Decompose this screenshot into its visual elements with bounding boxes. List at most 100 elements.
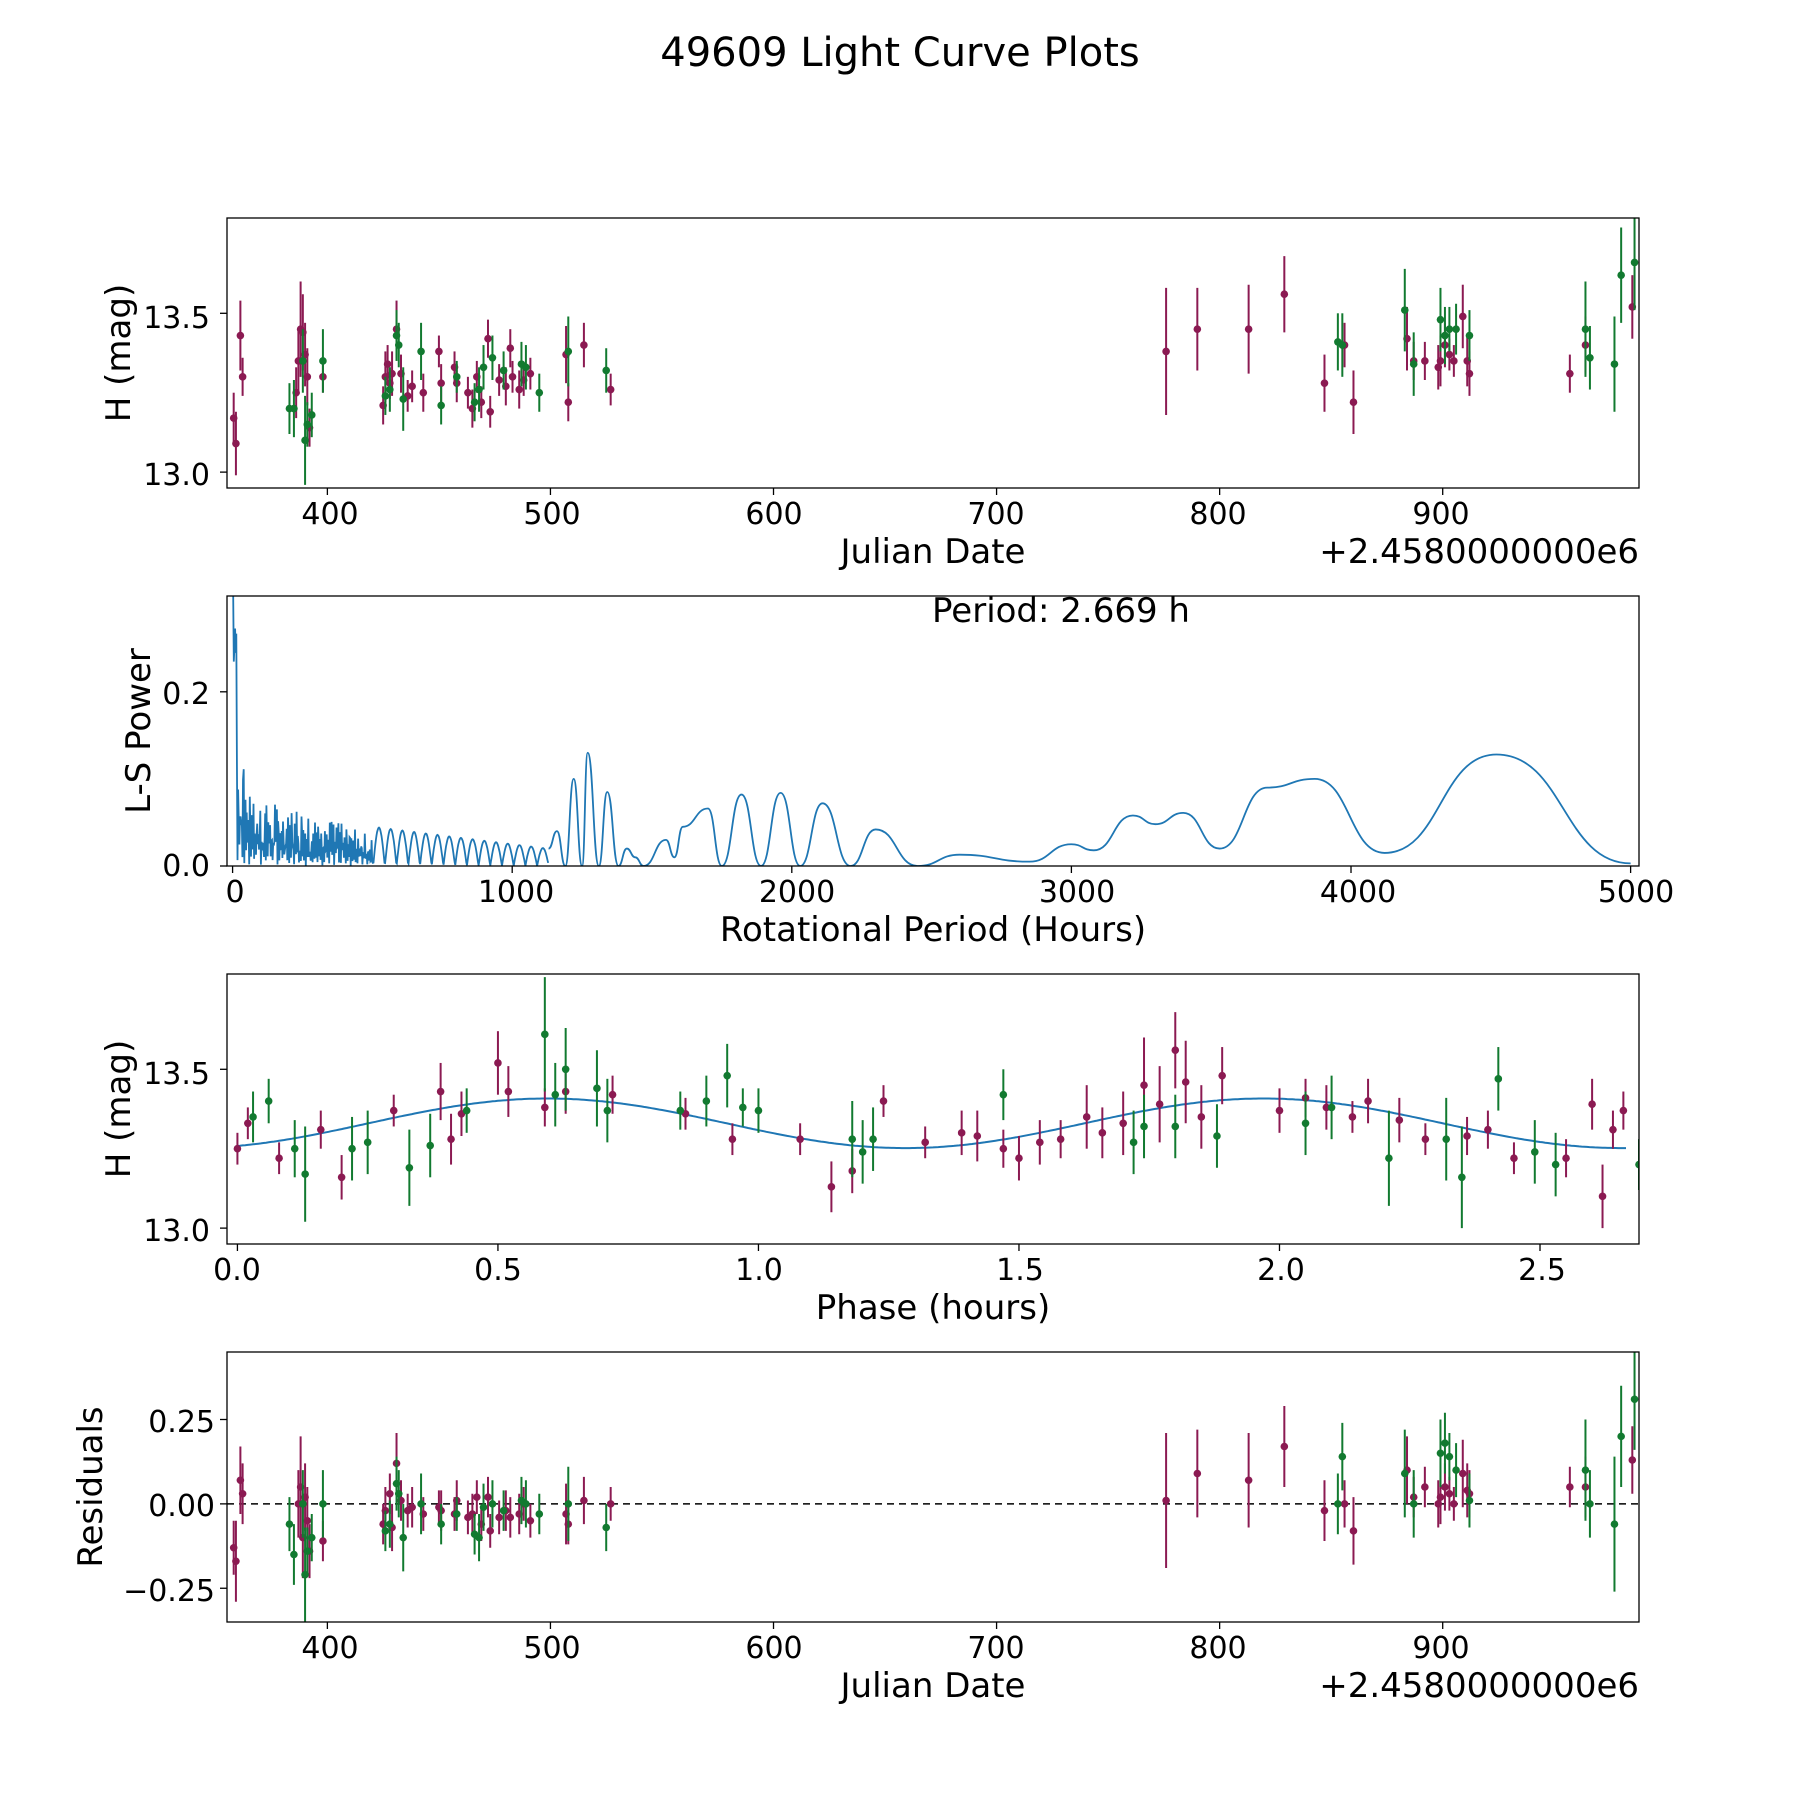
data-point xyxy=(580,1496,588,1505)
y-tick-label: 13.0 xyxy=(143,458,210,493)
data-point xyxy=(1609,1125,1617,1134)
x-tick-label: 5000 xyxy=(1598,875,1674,910)
data-point xyxy=(1119,1119,1127,1128)
data-point xyxy=(1458,1173,1466,1182)
data-point xyxy=(1436,1493,1445,1501)
data-point xyxy=(299,357,307,365)
x-tick-label: 2000 xyxy=(759,875,835,910)
x-tick-label: 800 xyxy=(1189,1631,1246,1666)
x-tick-label: 2.5 xyxy=(1518,1253,1566,1288)
data-point xyxy=(1530,1148,1539,1156)
y-tick-label: 0.0 xyxy=(162,849,210,884)
data-point xyxy=(307,1533,316,1542)
data-point xyxy=(1140,1081,1148,1089)
data-point xyxy=(1610,1520,1619,1528)
data-point xyxy=(1445,1452,1454,1461)
data-point xyxy=(1349,398,1358,407)
data-point xyxy=(1566,1483,1574,1491)
data-point xyxy=(1436,357,1445,365)
data-point xyxy=(479,1503,488,1512)
data-point xyxy=(1162,347,1170,356)
data-point xyxy=(1098,1129,1107,1137)
data-point xyxy=(1193,1469,1202,1478)
phased-y-label: H (mag) xyxy=(99,1040,139,1178)
data-point xyxy=(233,1144,242,1153)
x-tick-label: 4000 xyxy=(1320,875,1396,910)
data-point xyxy=(1450,357,1458,365)
data-point xyxy=(506,344,515,353)
data-point xyxy=(1562,1154,1570,1163)
data-point xyxy=(1465,331,1474,340)
data-point xyxy=(417,1500,425,1508)
data-point xyxy=(1635,1160,1639,1169)
data-point xyxy=(249,1113,257,1121)
data-point xyxy=(464,388,472,397)
data-point xyxy=(381,392,390,400)
data-point xyxy=(739,1103,747,1112)
data-point xyxy=(383,360,392,368)
data-point xyxy=(275,1154,283,1163)
data-point xyxy=(1421,357,1429,365)
data-point xyxy=(1400,306,1409,314)
data-point xyxy=(264,1097,273,1105)
data-point xyxy=(1082,1113,1091,1121)
data-point xyxy=(488,353,497,362)
residuals-y-label: Residuals xyxy=(71,1406,111,1567)
data-point xyxy=(337,1173,346,1182)
data-point xyxy=(437,379,445,387)
data-point xyxy=(486,407,495,416)
data-point xyxy=(386,1520,394,1528)
data-point xyxy=(551,1090,560,1099)
data-point xyxy=(606,1500,615,1508)
x-tick-label: 1000 xyxy=(478,875,554,910)
periodogram-line xyxy=(548,751,1631,866)
periodogram-ticks: 0 1000 2000 3000 4000 5000 0.0 0.2 xyxy=(162,677,1674,910)
panel-lightcurve: 400 500 600 700 800 900 13.0 13.5 Julian… xyxy=(99,217,1640,572)
x-tick-label: 400 xyxy=(301,1631,358,1666)
data-point xyxy=(290,404,298,413)
data-point xyxy=(1588,1100,1596,1109)
data-point xyxy=(348,1144,356,1153)
data-point xyxy=(1445,1489,1454,1498)
data-point xyxy=(399,395,408,403)
data-point xyxy=(1452,325,1460,333)
data-point xyxy=(1320,379,1329,387)
data-point xyxy=(1458,312,1467,321)
data-point xyxy=(1213,1132,1221,1140)
phased-x-label: Phase (hours) xyxy=(816,1288,1050,1328)
data-point xyxy=(1510,1154,1518,1163)
data-point xyxy=(1598,1192,1607,1201)
data-point xyxy=(419,388,428,397)
data-point xyxy=(494,1059,502,1067)
data-point xyxy=(1349,1527,1358,1535)
data-point xyxy=(1610,360,1619,368)
lightcurve-axes-frame xyxy=(226,217,1640,489)
phased-axes-frame xyxy=(226,973,1640,1245)
y-tick-label: 0.25 xyxy=(148,1405,215,1440)
x-tick-label: 600 xyxy=(745,497,802,532)
x-tick-label: 700 xyxy=(967,1631,1024,1666)
data-point xyxy=(702,1097,711,1105)
data-point xyxy=(1301,1119,1310,1128)
data-point xyxy=(238,373,247,381)
data-point xyxy=(475,1533,483,1542)
x-tick-label: 3000 xyxy=(1039,875,1115,910)
data-point xyxy=(1494,1075,1503,1083)
data-point xyxy=(541,1103,549,1112)
data-point xyxy=(1617,271,1625,279)
data-point xyxy=(1280,290,1289,299)
data-point xyxy=(1280,1442,1289,1451)
data-point xyxy=(526,369,535,378)
data-point xyxy=(1441,1483,1449,1491)
data-point xyxy=(580,341,588,349)
data-point xyxy=(1586,353,1594,362)
data-point xyxy=(408,382,416,391)
data-point xyxy=(1395,1116,1404,1124)
data-point xyxy=(1463,1132,1471,1140)
data-point xyxy=(1409,360,1418,368)
data-point xyxy=(564,1500,573,1508)
x-tick-label: 2.0 xyxy=(1257,1253,1305,1288)
data-point xyxy=(602,366,611,375)
periodogram-noise-line xyxy=(232,596,550,866)
data-point xyxy=(676,1106,685,1115)
